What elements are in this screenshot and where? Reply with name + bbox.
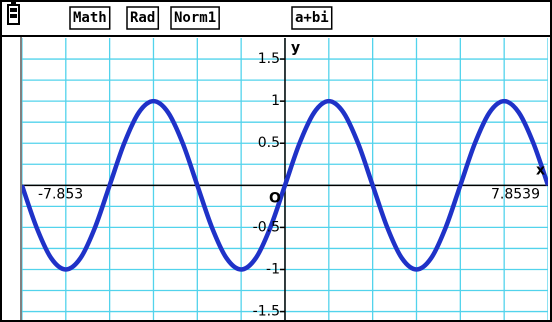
x-axis-label: x bbox=[536, 162, 545, 178]
calculator-screen: Math Rad Norm1 a+bi 1.5 1 0.5 -0.5 -1 -1.5 -7.853… bbox=[0, 0, 552, 322]
status-item: a+bi bbox=[295, 10, 329, 26]
status-item: Rad bbox=[130, 10, 155, 26]
y-tick-label: 1 bbox=[271, 93, 280, 109]
y-tick-label: -1 bbox=[266, 261, 280, 277]
y-tick-label: 0.5 bbox=[258, 135, 280, 151]
battery-icon bbox=[8, 2, 19, 24]
x-tick-label: -7.853 bbox=[38, 186, 83, 202]
y-tick-label: -0.5 bbox=[253, 219, 280, 235]
y-tick-label: -1.5 bbox=[253, 304, 280, 320]
y-tick-label: 1.5 bbox=[258, 51, 280, 67]
status-item: Norm1 bbox=[174, 10, 216, 26]
x-tick-label: 7.8539 bbox=[491, 186, 540, 202]
status-bar: Math Rad Norm1 a+bi bbox=[70, 7, 332, 29]
y-axis-label: y bbox=[291, 40, 300, 56]
status-item: Math bbox=[73, 10, 107, 26]
origin-label: O bbox=[269, 190, 281, 206]
